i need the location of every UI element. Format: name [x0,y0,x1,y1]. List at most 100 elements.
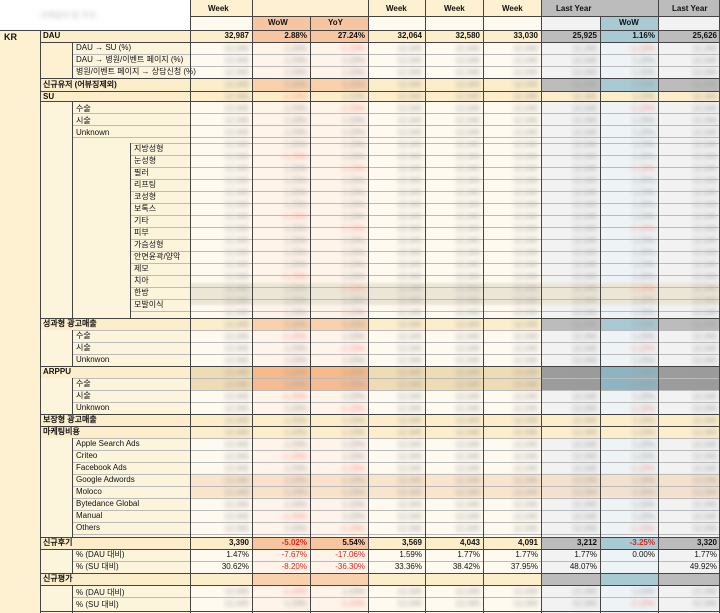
blurred-cell: 12,345 [455,128,480,137]
blurred-cell: 12,345 [572,68,597,77]
blurred-cell: 12,345 [692,587,717,596]
blurred-cell: 12,345 [692,116,717,125]
blurred-cell: 12,345 [513,224,538,233]
blurred-cell: 1.23% [632,116,655,125]
col-header-week-4: Week [502,4,523,13]
blurred-cell: -1.23% [629,44,655,53]
blurred-cell: 1.23% [284,224,307,233]
blurred-cell: 12,345 [572,116,597,125]
blurred-cell: 12,345 [572,260,597,269]
blurred-cell: 1.23% [632,188,655,197]
blurred-cell: 12,345 [513,500,538,509]
blurred-cell: 1.23% [284,524,307,533]
blurred-cell: 12,345 [224,44,249,53]
col-divider [40,30,41,613]
reviews-value: -5.02% [281,538,307,547]
blurred-cell: 12,345 [455,248,480,257]
blurred-cell: 12,345 [455,380,480,389]
blurred-cell: 1.23% [284,164,307,173]
marketing-channel: Apple Search Ads [76,439,140,448]
reviews-sub-value: 1.77% [574,550,597,559]
blurred-cell: 12,345 [513,200,538,209]
blurred-cell: 12,345 [397,599,422,608]
blurred-cell: 12,345 [513,212,538,221]
su-detail-item: 필러 [134,168,149,177]
blurred-cell: 12,345 [513,452,538,461]
blurred-cell: 1.23% [284,116,307,125]
blurred-cell: -1.23% [339,284,365,293]
blurred-cell: 12,345 [692,128,717,137]
dau-last-year-2: 25,626 [692,31,717,40]
blurred-cell: 12,345 [513,56,538,65]
blurred-cell: -1.23% [339,224,365,233]
blurred-cell: 12,345 [692,320,717,329]
blurred-cell: 12,345 [397,404,422,413]
reviews-sub-label: % (DAU 대비) [76,550,125,559]
blurred-cell: 1.23% [632,392,655,401]
blurred-cell: 12,345 [397,524,422,533]
su-detail-item: 보톡스 [134,204,157,213]
blurred-cell: -1.23% [629,524,655,533]
region-column [0,30,40,613]
row-divider [40,414,720,415]
blurred-cell: 12,345 [455,296,480,305]
blurred-cell: -1.23% [281,392,307,401]
blurred-cell: 12,345 [692,500,717,509]
blurred-cell: 12,345 [572,320,597,329]
blurred-cell: 1.23% [284,416,307,425]
blurred-cell: 12,345 [572,152,597,161]
blurred-cell: -1.23% [339,164,365,173]
blurred-cell: 12,345 [513,476,538,485]
blurred-cell: 12,345 [455,188,480,197]
blurred-cell: 1.23% [632,248,655,257]
blurred-cell: -1.23% [629,599,655,608]
blurred-cell: 1.23% [284,356,307,365]
blurred-cell: 12,345 [692,308,717,317]
blurred-cell: 12,345 [513,524,538,533]
row-divider [72,342,720,343]
col-divider [658,0,659,16]
marketing-channel: Criteo [76,451,98,460]
blurred-cell: 1.23% [284,404,307,413]
col-divider [72,378,73,414]
row-divider [72,66,720,67]
su-detail-item: 기타 [134,216,149,225]
su-detail-item: 피부 [134,228,149,237]
blurred-cell: 12,345 [224,284,249,293]
blurred-cell: 12,345 [513,260,538,269]
row-divider [40,585,720,586]
col-divider [72,549,73,573]
blurred-cell: 12,345 [692,152,717,161]
blurred-cell: 12,345 [692,599,717,608]
blurred-cell: 1.23% [342,140,365,149]
adrev-label: 성과형 광고매출 [43,319,97,328]
blurred-cell: 1.23% [632,368,655,377]
dau-sub-3: 병원/이벤트 페이지 → 상담신청 (%) [76,67,196,76]
row-divider [40,426,720,427]
col-divider [130,143,131,318]
blurred-cell: 12,345 [572,44,597,53]
blurred-cell: 1.23% [632,356,655,365]
blurred-cell: 1.23% [632,236,655,245]
blurred-cell: 1.23% [342,152,365,161]
blurred-cell: 12,345 [692,344,717,353]
blurred-cell: 12,345 [455,524,480,533]
col-divider [252,16,253,613]
dau-yoy: 27.24% [337,31,365,40]
blurred-cell: 12,345 [572,176,597,185]
reviews-sub-value: 37.95% [510,562,538,571]
blurred-cell: 12,345 [572,188,597,197]
blurred-cell: 1.23% [284,368,307,377]
blurred-cell: 12,345 [397,248,422,257]
blurred-cell: 12,345 [572,284,597,293]
blurred-cell: 12,345 [572,500,597,509]
blurred-cell: 1.23% [342,248,365,257]
blurred-cell: 1.23% [632,260,655,269]
reviews-sub-value: 49.92% [689,562,717,571]
blurred-cell: 12,345 [224,488,249,497]
blurred-cell: 12,345 [513,308,538,317]
blurred-cell: 1.23% [632,500,655,509]
row-divider [72,330,720,331]
blurred-cell: 12,345 [397,140,422,149]
col-divider [72,42,73,78]
